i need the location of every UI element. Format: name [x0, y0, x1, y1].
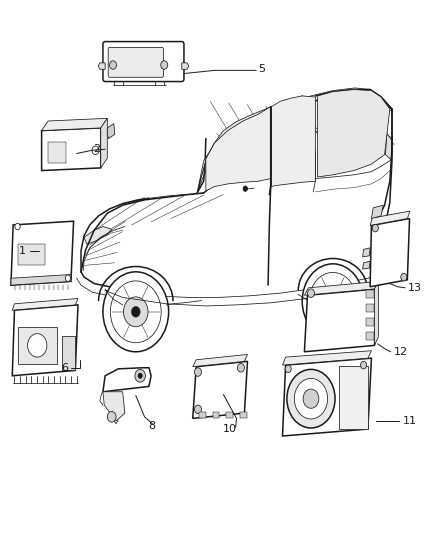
Text: 6: 6 — [61, 363, 68, 373]
Polygon shape — [193, 361, 247, 418]
Circle shape — [110, 61, 117, 69]
Text: 5: 5 — [258, 64, 265, 74]
Text: 2: 2 — [94, 144, 101, 154]
Polygon shape — [103, 368, 151, 392]
Polygon shape — [283, 351, 371, 365]
Polygon shape — [371, 205, 383, 219]
Bar — [366, 290, 374, 298]
Polygon shape — [304, 281, 378, 295]
Circle shape — [124, 297, 148, 327]
Circle shape — [401, 273, 407, 281]
Circle shape — [138, 373, 142, 378]
Polygon shape — [42, 118, 107, 131]
Bar — [48, 142, 66, 163]
Circle shape — [294, 378, 328, 419]
Circle shape — [237, 364, 244, 372]
Circle shape — [28, 334, 47, 357]
Text: 8: 8 — [148, 422, 155, 431]
Polygon shape — [283, 358, 371, 436]
Polygon shape — [84, 227, 112, 244]
Circle shape — [243, 186, 247, 191]
Circle shape — [285, 365, 291, 373]
Circle shape — [309, 272, 357, 330]
Bar — [199, 412, 206, 418]
Circle shape — [360, 361, 367, 369]
Polygon shape — [374, 281, 378, 345]
Polygon shape — [363, 261, 370, 269]
Polygon shape — [370, 219, 410, 287]
Text: 1: 1 — [19, 246, 26, 255]
Circle shape — [131, 306, 140, 317]
Polygon shape — [182, 63, 189, 69]
Circle shape — [307, 289, 314, 297]
Bar — [366, 332, 374, 340]
Text: 12: 12 — [394, 347, 408, 357]
Circle shape — [321, 287, 344, 315]
Text: 13: 13 — [407, 283, 421, 293]
Circle shape — [303, 389, 319, 408]
Bar — [339, 366, 368, 429]
Circle shape — [92, 146, 99, 155]
Circle shape — [103, 272, 169, 352]
Polygon shape — [12, 298, 78, 310]
Polygon shape — [385, 134, 392, 160]
Circle shape — [194, 368, 201, 376]
Polygon shape — [107, 124, 115, 139]
Polygon shape — [11, 274, 71, 285]
Polygon shape — [363, 248, 370, 257]
Polygon shape — [42, 128, 101, 171]
Polygon shape — [197, 88, 392, 193]
Polygon shape — [197, 107, 272, 193]
Circle shape — [372, 224, 378, 232]
Polygon shape — [101, 118, 107, 168]
Polygon shape — [193, 354, 247, 367]
FancyBboxPatch shape — [103, 42, 184, 82]
Polygon shape — [98, 63, 105, 69]
Bar — [226, 412, 233, 418]
Bar — [240, 412, 247, 418]
Circle shape — [65, 275, 71, 281]
Bar — [366, 318, 374, 326]
Circle shape — [107, 411, 116, 422]
Polygon shape — [11, 221, 74, 285]
Circle shape — [15, 223, 20, 230]
Text: 11: 11 — [403, 416, 417, 426]
Circle shape — [287, 369, 335, 428]
Polygon shape — [304, 289, 378, 352]
FancyBboxPatch shape — [108, 47, 163, 77]
Circle shape — [110, 281, 161, 343]
Polygon shape — [12, 305, 78, 376]
Circle shape — [135, 369, 145, 382]
Text: 10: 10 — [223, 424, 237, 434]
Bar — [213, 412, 219, 418]
Polygon shape — [318, 90, 390, 177]
Circle shape — [329, 296, 337, 306]
Polygon shape — [370, 211, 410, 225]
Circle shape — [161, 61, 168, 69]
Bar — [18, 327, 57, 364]
Circle shape — [302, 264, 364, 338]
Bar — [366, 304, 374, 312]
Bar — [18, 244, 45, 265]
Polygon shape — [272, 96, 315, 187]
Bar — [62, 336, 75, 370]
Polygon shape — [206, 107, 271, 191]
Polygon shape — [103, 392, 125, 421]
Polygon shape — [81, 88, 394, 300]
Circle shape — [194, 405, 201, 414]
